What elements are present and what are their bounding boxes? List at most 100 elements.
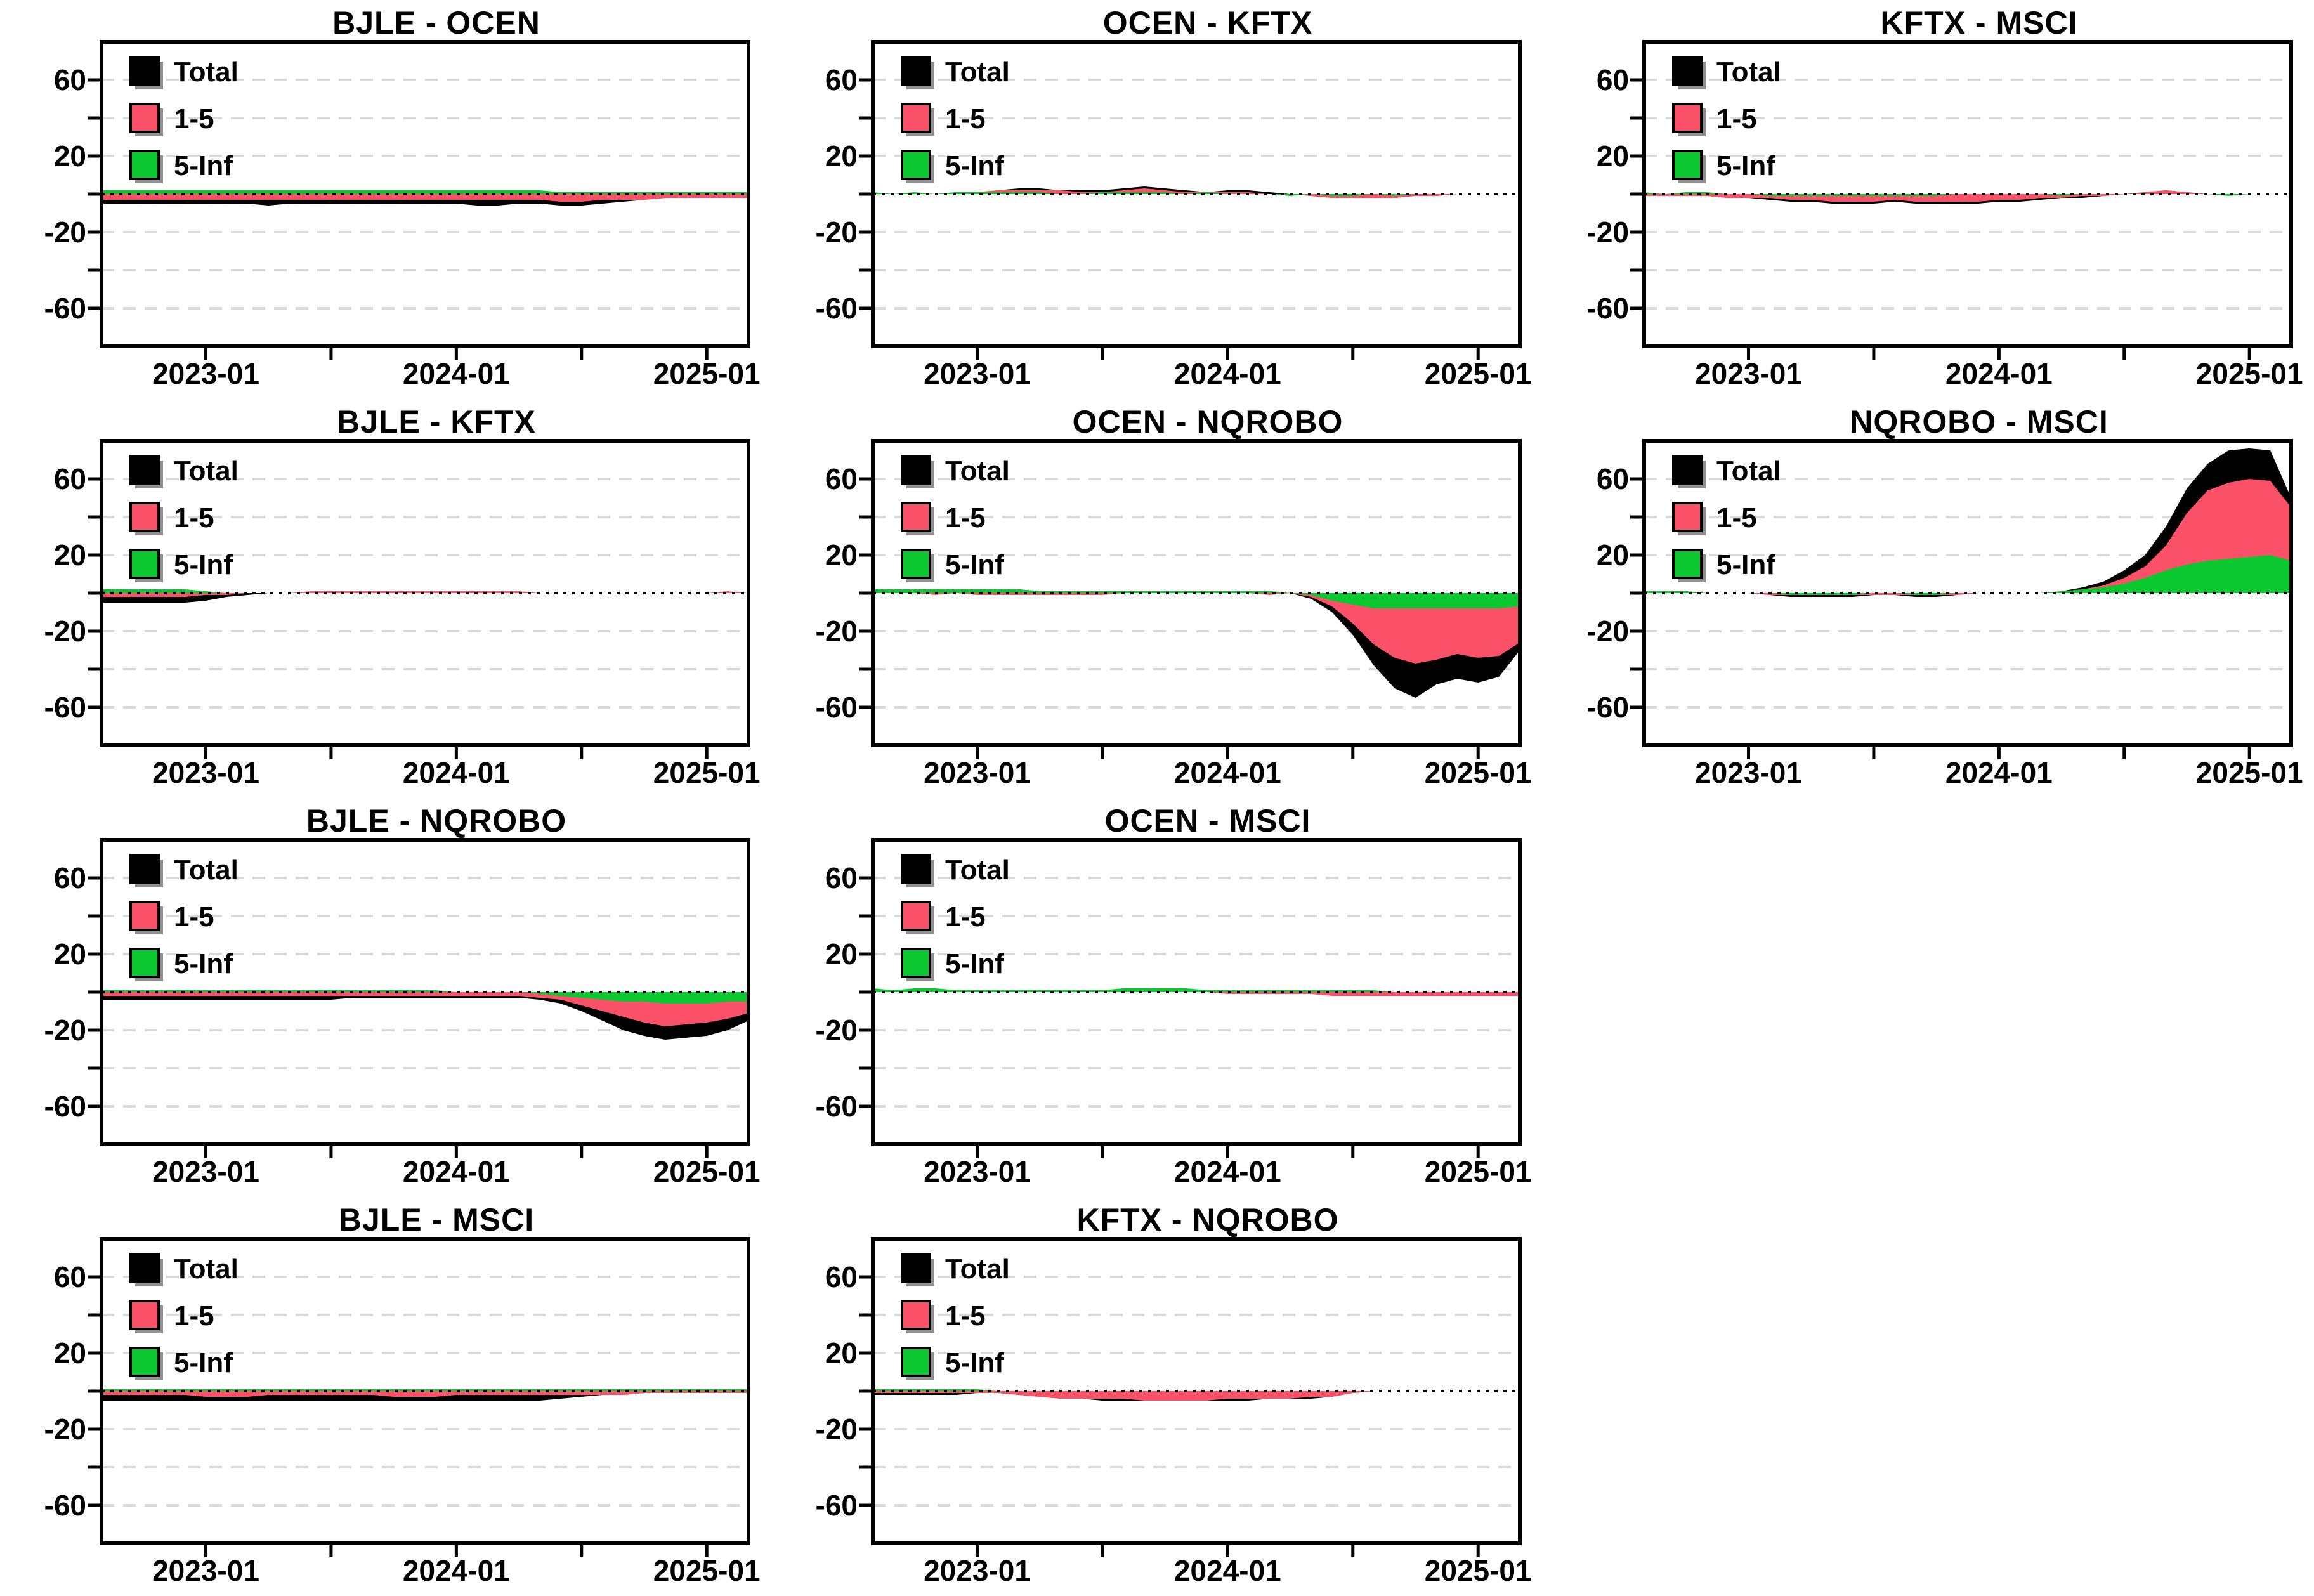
legend-key-1-5 — [1672, 103, 1703, 133]
legend-label: Total — [1716, 455, 1781, 487]
x-tick-label: 2023-01 — [152, 357, 259, 390]
legend-label: Total — [174, 1253, 239, 1285]
legend-label: 5-Inf — [945, 1347, 1004, 1378]
plot-area: Total 1-5 5-Inf — [859, 40, 1522, 360]
legend-label: Total — [174, 455, 239, 487]
x-tick-label: 2023-01 — [1695, 756, 1802, 789]
plot-area: Total 1-5 5-Inf — [859, 838, 1522, 1158]
x-tick-label: 2023-01 — [152, 1155, 259, 1188]
y-tick-label: 60 — [825, 462, 858, 495]
x-tick-label: 2024-01 — [402, 756, 510, 789]
plot-area: Total 1-5 5-Inf — [88, 40, 750, 360]
y-tick-label: 60 — [53, 861, 86, 894]
legend-key-total — [129, 854, 160, 884]
x-tick-label: 2025-01 — [653, 1155, 761, 1188]
y-tick-label: 60 — [53, 63, 86, 96]
legend-key-total — [901, 455, 931, 485]
chart-title: BJLE - KFTX — [337, 404, 536, 440]
x-axis-labels: 2023-01 2024-01 2025-01 — [101, 1543, 761, 1593]
series-area-1-5 — [101, 992, 748, 1026]
legend-label: Total — [174, 56, 239, 88]
legend-label: 1-5 — [1716, 103, 1757, 134]
x-axis-labels: 2023-01 2024-01 2025-01 — [1644, 745, 2303, 795]
chart-panel: BJLE - KFTX 60 20 -20 -60 Total 1-5 5-Inf 2023-0… — [0, 399, 771, 798]
legend: Total 1-5 5-Inf — [129, 455, 239, 582]
y-tick-label: 60 — [1596, 63, 1629, 96]
y-tick-label: -20 — [815, 615, 858, 648]
plot-area: Total 1-5 5-Inf — [88, 439, 750, 759]
series-area-1-5 — [873, 593, 1520, 664]
x-axis-labels: 2023-01 2024-01 2025-01 — [873, 1144, 1532, 1194]
x-tick-label: 2023-01 — [924, 1554, 1031, 1587]
x-tick-label: 2025-01 — [1424, 1155, 1532, 1188]
series-area-5-inf — [101, 990, 748, 1004]
legend-label: 5-Inf — [945, 948, 1004, 979]
chart-panel: OCEN - MSCI 60 20 -20 -60 Total 1-5 5-Inf 2023-0… — [771, 798, 1543, 1197]
legend-label: 1-5 — [174, 103, 214, 134]
x-axis-labels: 2023-01 2024-01 2025-01 — [101, 1144, 761, 1194]
y-tick-label: -60 — [815, 691, 858, 724]
legend-key-1-5 — [901, 502, 931, 532]
legend: Total 1-5 5-Inf — [901, 1253, 1010, 1380]
x-tick-label: 2024-01 — [402, 357, 510, 390]
y-tick-label: -60 — [44, 1489, 86, 1522]
legend-key-5-inf — [129, 150, 160, 180]
legend-key-total — [129, 1253, 160, 1283]
chart-panel: BJLE - OCEN 60 20 -20 -60 Total 1-5 5-Inf 2023-0… — [0, 0, 771, 399]
legend: Total 1-5 5-Inf — [901, 56, 1010, 183]
y-tick-label: -20 — [1586, 615, 1629, 648]
x-tick-label: 2024-01 — [402, 1554, 510, 1587]
legend-label: 1-5 — [174, 1300, 214, 1331]
x-axis-labels: 2023-01 2024-01 2025-01 — [873, 1543, 1532, 1593]
legend-label: Total — [945, 56, 1010, 88]
chart-panel: OCEN - NQROBO 60 20 -20 -60 Total 1-5 5-Inf 2023… — [771, 399, 1543, 798]
legend-label: 1-5 — [1716, 502, 1757, 533]
legend-key-1-5 — [901, 1300, 931, 1330]
y-tick-label: 60 — [1596, 462, 1629, 495]
chart-title: KFTX - NQROBO — [1076, 1202, 1339, 1238]
y-tick-label: -20 — [815, 1413, 858, 1446]
y-axis-labels: 60 20 -20 -60 — [771, 1239, 873, 1543]
series-area-1-5 — [101, 194, 748, 202]
chart-panel: BJLE - MSCI 60 20 -20 -60 Total 1-5 5-Inf 2023-0… — [0, 1197, 771, 1596]
x-axis-labels: 2023-01 2024-01 2025-01 — [101, 346, 761, 396]
x-axis-labels: 2023-01 2024-01 2025-01 — [873, 346, 1532, 396]
legend-key-1-5 — [129, 1300, 160, 1330]
y-tick-label: -60 — [815, 292, 858, 325]
y-tick-label: 60 — [825, 63, 858, 96]
y-tick-label: 20 — [825, 539, 858, 572]
legend-key-1-5 — [129, 901, 160, 931]
y-axis-labels: 60 20 -20 -60 — [0, 840, 101, 1144]
legend: Total 1-5 5-Inf — [901, 854, 1010, 981]
legend-label: 1-5 — [945, 901, 986, 932]
legend-label: 5-Inf — [174, 1347, 233, 1378]
legend: Total 1-5 5-Inf — [1672, 455, 1781, 582]
legend-key-1-5 — [901, 901, 931, 931]
x-tick-label: 2025-01 — [1424, 357, 1532, 390]
y-tick-label: 60 — [825, 1260, 858, 1293]
plot-area: Total 1-5 5-Inf — [859, 1237, 1522, 1557]
y-tick-label: 20 — [825, 140, 858, 173]
legend-label: Total — [945, 455, 1010, 487]
x-axis-labels: 2023-01 2024-01 2025-01 — [101, 745, 761, 795]
x-tick-label: 2023-01 — [1695, 357, 1802, 390]
x-tick-label: 2023-01 — [924, 756, 1031, 789]
series-area-1-5 — [101, 1391, 748, 1397]
legend-label: 5-Inf — [174, 948, 233, 979]
y-tick-label: -60 — [815, 1090, 858, 1123]
legend-label: 1-5 — [945, 502, 986, 533]
legend: Total 1-5 5-Inf — [129, 854, 239, 981]
chart-panel: OCEN - KFTX 60 20 -20 -60 Total 1-5 5-Inf 2023-0… — [771, 0, 1543, 399]
y-tick-label: -60 — [44, 1090, 86, 1123]
x-tick-label: 2023-01 — [924, 357, 1031, 390]
legend-key-total — [901, 1253, 931, 1283]
x-tick-label: 2024-01 — [1173, 357, 1281, 390]
legend-key-1-5 — [1672, 502, 1703, 532]
x-axis-labels: 2023-01 2024-01 2025-01 — [1644, 346, 2303, 396]
legend-label: 1-5 — [945, 103, 986, 134]
chart-title: BJLE - NQROBO — [306, 803, 567, 839]
y-axis-labels: 60 20 -20 -60 — [0, 1239, 101, 1543]
legend: Total 1-5 5-Inf — [1672, 56, 1781, 183]
legend-key-5-inf — [129, 948, 160, 978]
y-tick-label: -20 — [44, 216, 86, 249]
